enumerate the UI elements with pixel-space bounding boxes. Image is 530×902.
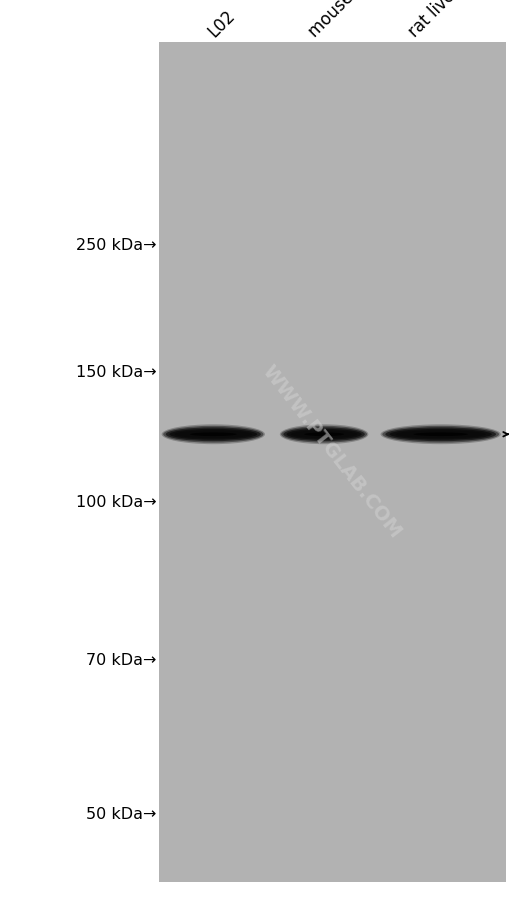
Ellipse shape [385, 428, 496, 442]
Text: 250 kDa→: 250 kDa→ [76, 238, 156, 253]
Ellipse shape [291, 431, 357, 438]
Text: rat liver: rat liver [405, 0, 464, 41]
Ellipse shape [162, 425, 265, 445]
Ellipse shape [284, 428, 365, 442]
Ellipse shape [297, 432, 351, 437]
Text: 70 kDa→: 70 kDa→ [86, 653, 156, 667]
Text: 150 kDa→: 150 kDa→ [76, 364, 156, 379]
Text: 50 kDa→: 50 kDa→ [86, 806, 156, 821]
Text: L02: L02 [204, 6, 238, 41]
Ellipse shape [304, 433, 344, 437]
Text: WWW.PTGLAB.COM: WWW.PTGLAB.COM [258, 361, 404, 541]
Ellipse shape [163, 427, 263, 443]
Ellipse shape [413, 433, 468, 437]
Ellipse shape [170, 429, 257, 440]
Bar [159, 43, 506, 882]
Text: 100 kDa→: 100 kDa→ [76, 494, 156, 509]
Ellipse shape [287, 429, 361, 440]
Ellipse shape [190, 433, 236, 437]
Ellipse shape [382, 427, 499, 443]
Text: mouse liver: mouse liver [305, 0, 386, 41]
Ellipse shape [280, 425, 368, 445]
Ellipse shape [390, 429, 492, 440]
Ellipse shape [166, 428, 261, 442]
Ellipse shape [182, 432, 244, 437]
Ellipse shape [404, 432, 477, 437]
Ellipse shape [281, 427, 367, 443]
Ellipse shape [381, 425, 501, 445]
Ellipse shape [395, 431, 486, 438]
Ellipse shape [174, 431, 252, 438]
